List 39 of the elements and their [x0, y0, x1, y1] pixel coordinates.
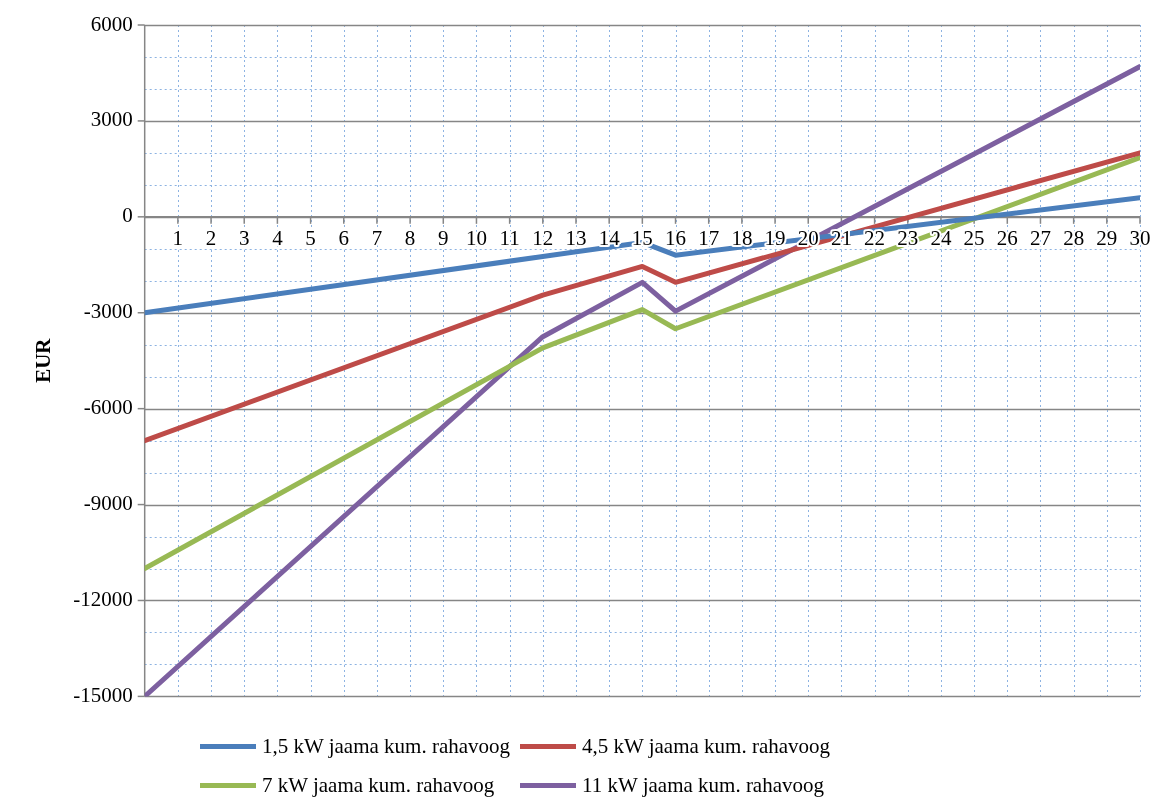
x-tick-label: 12	[532, 225, 554, 250]
legend-label: 11 kW jaama kum. rahavoog	[582, 773, 825, 798]
x-tick-label: 22	[864, 225, 886, 250]
legend-label: 7 kW jaama kum. rahavoog	[262, 773, 495, 798]
x-tick-label: 30	[1129, 225, 1151, 250]
y-tick-label: -15000	[73, 682, 133, 707]
x-tick-label: 21	[830, 225, 852, 250]
x-tick-label: 28	[1063, 225, 1085, 250]
y-tick-label: -3000	[83, 299, 133, 324]
y-tick-label: -9000	[83, 491, 133, 516]
x-tick-label: 11	[499, 225, 520, 250]
x-tick-label: 4	[272, 225, 284, 250]
y-tick-label: -6000	[83, 395, 133, 420]
x-tick-label: 7	[371, 225, 383, 250]
x-tick-label: 24	[930, 225, 952, 250]
x-tick-label: 6	[338, 225, 349, 250]
y-tick-label: 6000	[90, 11, 133, 36]
y-tick-label: 0	[122, 203, 133, 228]
x-tick-label: 9	[438, 225, 449, 250]
legend-label: 1,5 kW jaama kum. rahavoog	[262, 734, 511, 759]
x-tick-label: 27	[1029, 225, 1051, 250]
y-tick-label: 3000	[90, 107, 133, 132]
x-tick-label: 16	[665, 225, 687, 250]
x-tick-label: 18	[731, 225, 753, 250]
y-axis-title: EUR	[31, 337, 56, 383]
x-tick-label: 13	[565, 225, 587, 250]
x-tick-label: 1	[172, 225, 184, 250]
x-tick-label: 5	[305, 225, 316, 250]
x-tick-label: 8	[404, 225, 416, 250]
x-tick-label: 25	[963, 225, 985, 250]
x-tick-label: 17	[698, 225, 720, 250]
legend-label: 4,5 kW jaama kum. rahavoog	[582, 734, 831, 759]
x-tick-label: 29	[1096, 225, 1118, 250]
x-tick-label: 3	[238, 225, 250, 250]
x-tick-label: 14	[598, 225, 621, 250]
y-tick-label: -12000	[73, 587, 133, 611]
x-tick-label: 26	[996, 225, 1018, 250]
x-tick-label: 10	[465, 225, 487, 250]
x-tick-label: 2	[205, 225, 217, 250]
